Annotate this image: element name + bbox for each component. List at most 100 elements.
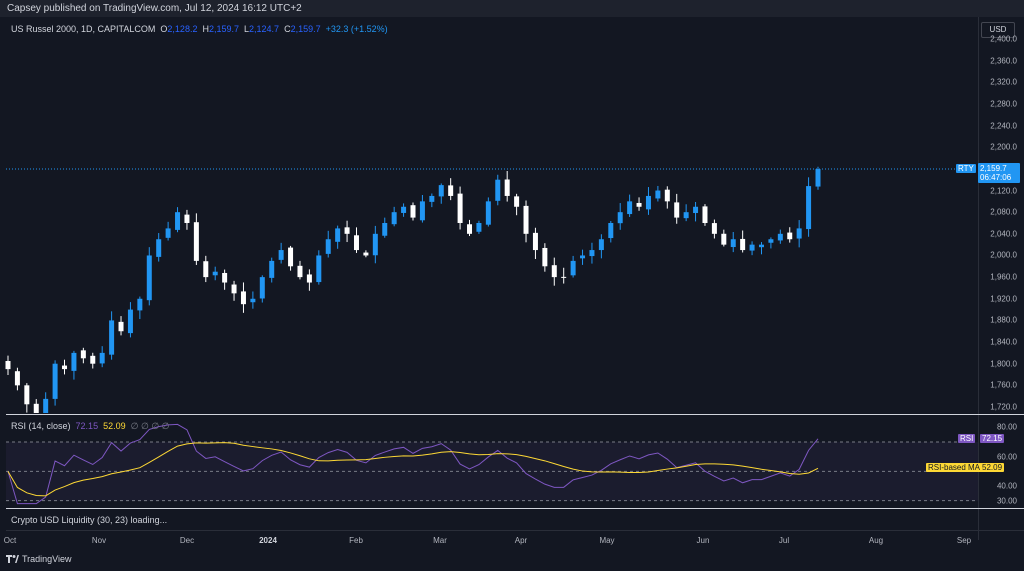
symbol-tag: RTY [956, 164, 976, 174]
time-label-jun: Jun [696, 536, 710, 545]
candle-body [250, 298, 256, 303]
candle-body [551, 265, 557, 278]
time-label-dec: Dec [179, 536, 195, 545]
time-label-nov: Nov [91, 536, 107, 545]
brand-name: TradingView [22, 554, 72, 564]
rsi-tick: 80.00 [996, 422, 1017, 432]
candle-body [617, 212, 623, 224]
time-label-aug: Aug [868, 536, 884, 545]
candle-body [99, 352, 105, 364]
price-tick: 2,080.0 [990, 207, 1017, 217]
price-tick: 1,920.0 [990, 294, 1017, 304]
candle-body [429, 195, 435, 202]
rsi-tick: 30.00 [996, 496, 1017, 506]
open-value: 2,128.2 [167, 24, 198, 34]
candle-body [627, 201, 633, 215]
price-tick: 2,240.0 [990, 121, 1017, 131]
candle-body [608, 223, 614, 239]
published-text: Capsey published on TradingView.com, Jul… [7, 3, 302, 14]
candle-body [598, 239, 604, 251]
candle-body [504, 179, 510, 196]
candle-body [118, 321, 124, 332]
candle-body [777, 233, 783, 241]
rsi-ma-value-tag: 52.09 [980, 463, 1005, 473]
candle-body [363, 252, 369, 256]
pane-separator-liquidity [6, 508, 1024, 509]
symbol-title[interactable]: US Russel 2000, 1D, CAPITALCOM [11, 24, 156, 34]
price-tick: 1,960.0 [990, 272, 1017, 282]
price-tick: 2,320.0 [990, 77, 1017, 87]
candle-body [297, 265, 303, 278]
candle-body [288, 247, 294, 267]
brand-footer[interactable]: TradingView [6, 554, 72, 564]
price-axis-border [978, 17, 979, 540]
candle-body [589, 250, 595, 257]
candle-body [146, 255, 152, 301]
rsi-tick: 40.00 [996, 481, 1017, 491]
rsi-ma-value: 52.09 [103, 421, 126, 431]
candle-body [664, 189, 670, 202]
candle-body [80, 350, 86, 359]
candle-body [448, 185, 454, 196]
rsi-title[interactable]: RSI (14, close) [11, 421, 71, 431]
candle-body [137, 298, 143, 311]
candle-body [193, 222, 199, 261]
price-tick: 2,120.0 [990, 186, 1017, 196]
candle-body [570, 260, 576, 276]
time-label-oct: Oct [3, 536, 17, 545]
candle-body [316, 255, 322, 283]
time-label-2024: 2024 [259, 536, 277, 545]
candle-body [156, 239, 162, 257]
liquidity-title[interactable]: Crypto USD Liquidity (30, 23) loading... [11, 515, 168, 525]
rsi-value: 72.15 [75, 421, 99, 431]
open-label: O [160, 24, 168, 34]
candle-body [90, 355, 96, 364]
time-label-mar: Mar [433, 536, 447, 545]
time-axis-border [6, 530, 1024, 531]
candle-body [467, 224, 473, 234]
candle-body [806, 186, 812, 230]
candle-body [109, 320, 115, 355]
candle-body [184, 214, 190, 223]
candle-body [702, 206, 708, 223]
close-value: 2,159.7 [290, 24, 321, 34]
candle-body [391, 212, 397, 225]
price-tick: 2,360.0 [990, 56, 1017, 66]
candle-body [815, 169, 821, 187]
candle-body [721, 233, 727, 245]
rsi-extras: ∅ ∅ ∅ ∅ [130, 421, 170, 431]
candle-body [796, 228, 802, 239]
price-tick: 1,880.0 [990, 315, 1017, 325]
price-tick: 2,000.0 [990, 250, 1017, 260]
candle-body [212, 271, 218, 276]
candle-body [523, 205, 529, 234]
high-label: H [202, 24, 209, 34]
liquidity-legend: Crypto USD Liquidity (30, 23) loading... [11, 515, 167, 525]
bar-countdown: 06:47:06 [980, 173, 1012, 183]
time-label-sep: Sep [956, 536, 972, 545]
candle-body [542, 247, 548, 267]
candle-body [410, 205, 416, 218]
candle-body [711, 223, 717, 234]
candle-body [52, 363, 58, 399]
candle-body [514, 196, 520, 207]
candle-body [401, 206, 407, 213]
price-tick: 1,800.0 [990, 359, 1017, 369]
close-label: C [284, 24, 291, 34]
time-label-apr: Apr [514, 536, 528, 545]
candle-body [372, 233, 378, 256]
price-tick: 2,280.0 [990, 99, 1017, 109]
currency-button[interactable]: USD [981, 22, 1015, 38]
candle-body [353, 235, 359, 251]
candle-body [495, 179, 501, 201]
candle-body [259, 277, 265, 299]
time-label-may: May [599, 536, 615, 545]
rsi-value-tag: 72.15 [980, 433, 1005, 443]
candle-body [740, 238, 746, 251]
price-tick: 1,840.0 [990, 337, 1017, 347]
candle-body [645, 195, 651, 210]
candle-body [580, 255, 586, 259]
candle-body [325, 239, 331, 254]
symbol-legend: US Russel 2000, 1D, CAPITALCOM O2,128.2 … [11, 24, 388, 34]
